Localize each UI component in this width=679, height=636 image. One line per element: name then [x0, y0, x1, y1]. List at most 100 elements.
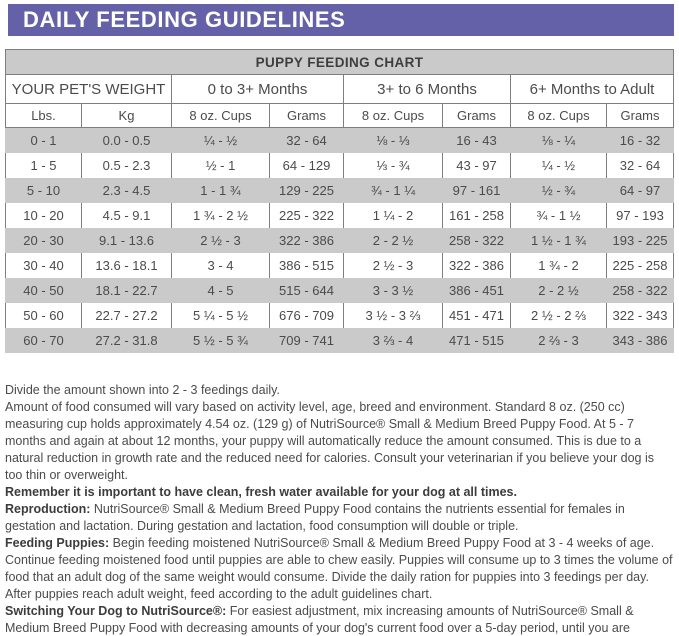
table-cell: ⅓ - ¾: [343, 153, 442, 178]
table-cell: 161 - 258: [442, 203, 510, 228]
col-header-grams-2: Grams: [442, 104, 510, 128]
table-cell: ¼ - ½: [510, 153, 606, 178]
table-cell: ⅛ - ⅓: [343, 128, 442, 153]
table-cell: 20 - 30: [5, 228, 81, 253]
note-amount-varies: Amount of food consumed will vary based …: [5, 400, 654, 482]
col-header-cups-2: 8 oz. Cups: [343, 104, 442, 128]
sub-header-row: Lbs. Kg 8 oz. Cups Grams 8 oz. Cups Gram…: [5, 104, 674, 128]
table-cell: 2 - 2 ½: [343, 228, 442, 253]
table-cell: 676 - 709: [269, 303, 343, 328]
table-cell: 471 - 515: [442, 328, 510, 353]
table-cell: 1 ¾ - 2: [510, 253, 606, 278]
table-cell: 40 - 50: [5, 278, 81, 303]
table-cell: 451 - 471: [442, 303, 510, 328]
table-cell: 0 - 1: [5, 128, 81, 153]
table-cell: 5 ½ - 5 ¾: [171, 328, 269, 353]
table-cell: 1 ¾ - 2 ½: [171, 203, 269, 228]
table-cell: 2 ½ - 2 ⅔: [510, 303, 606, 328]
table-cell: 709 - 741: [269, 328, 343, 353]
chart-title-row: PUPPY FEEDING CHART: [5, 49, 674, 75]
column-group-row: YOUR PET'S WEIGHT 0 to 3+ Months 3+ to 6…: [5, 75, 674, 104]
table-cell: 322 - 343: [606, 303, 674, 328]
table-cell: 343 - 386: [606, 328, 674, 353]
table-cell: ¼ - ½: [171, 128, 269, 153]
col-header-kg: Kg: [81, 104, 171, 128]
puppy-feeding-table: PUPPY FEEDING CHART YOUR PET'S WEIGHT 0 …: [5, 49, 674, 353]
col-header-cups-3: 8 oz. Cups: [510, 104, 606, 128]
table-row: 60 - 70 27.2 - 31.8 5 ½ - 5 ¾ 709 - 741 3 ⅔ …: [5, 328, 674, 353]
table-cell: 1 ½ - 1 ¾: [510, 228, 606, 253]
table-cell: 64 - 129: [269, 153, 343, 178]
table-cell: 5 - 10: [5, 178, 81, 203]
table-cell: 2 ½ - 3: [343, 253, 442, 278]
col-header-grams-1: Grams: [269, 104, 343, 128]
table-cell: 129 - 225: [269, 178, 343, 203]
col-group-3-6-months: 3+ to 6 Months: [343, 75, 510, 104]
table-cell: 4.5 - 9.1: [81, 203, 171, 228]
col-header-lbs: Lbs.: [5, 104, 81, 128]
table-cell: ¾ - 1 ¼: [343, 178, 442, 203]
table-cell: 258 - 322: [606, 278, 674, 303]
table-cell: 10 - 20: [5, 203, 81, 228]
table-row: 5 - 10 2.3 - 4.5 1 - 1 ¾ 129 - 225 ¾ - 1 ¼ 97…: [5, 178, 674, 203]
note-feeding-puppies: Feeding Puppies: Begin feeding moistened…: [5, 536, 673, 601]
note-switching: Switching Your Dog to NutriSource®: For …: [5, 604, 634, 635]
table-cell: 225 - 258: [606, 253, 674, 278]
table-cell: 4 - 5: [171, 278, 269, 303]
table-cell: 32 - 64: [269, 128, 343, 153]
table-cell: ½ - 1: [171, 153, 269, 178]
col-header-cups-1: 8 oz. Cups: [171, 104, 269, 128]
table-cell: 386 - 451: [442, 278, 510, 303]
table-cell: ¾ - 1 ½: [510, 203, 606, 228]
chart-title: PUPPY FEEDING CHART: [5, 49, 674, 75]
table-cell: 2 ½ - 3: [171, 228, 269, 253]
feeding-notes: Divide the amount shown into 2 - 3 feedi…: [5, 382, 674, 636]
table-cell: 258 - 322: [442, 228, 510, 253]
table-cell: 97 - 161: [442, 178, 510, 203]
table-cell: 386 - 515: [269, 253, 343, 278]
table-cell: 1 ¼ - 2: [343, 203, 442, 228]
table-cell: 0.0 - 0.5: [81, 128, 171, 153]
table-cell: 2 ⅔ - 3: [510, 328, 606, 353]
table-cell: 43 - 97: [442, 153, 510, 178]
table-cell: 322 - 386: [442, 253, 510, 278]
table-cell: 2 - 2 ½: [510, 278, 606, 303]
table-cell: 1 - 1 ¾: [171, 178, 269, 203]
table-cell: 60 - 70: [5, 328, 81, 353]
table-cell: 18.1 - 22.7: [81, 278, 171, 303]
page-title-bar: DAILY FEEDING GUIDELINES: [8, 4, 674, 36]
col-group-0-3-months: 0 to 3+ Months: [171, 75, 343, 104]
table-cell: 32 - 64: [606, 153, 674, 178]
table-cell: 2.3 - 4.5: [81, 178, 171, 203]
note-fresh-water: Remember it is important to have clean, …: [5, 485, 517, 499]
table-cell: 16 - 43: [442, 128, 510, 153]
table-cell: 5 ¼ - 5 ½: [171, 303, 269, 328]
table-cell: 3 - 3 ½: [343, 278, 442, 303]
col-header-grams-3: Grams: [606, 104, 674, 128]
table-row: 50 - 60 22.7 - 27.2 5 ¼ - 5 ½ 676 - 709 3 ½ …: [5, 303, 674, 328]
table-cell: 30 - 40: [5, 253, 81, 278]
table-cell: 50 - 60: [5, 303, 81, 328]
table-row: 20 - 30 9.1 - 13.6 2 ½ - 3 322 - 386 2 - 2 ½…: [5, 228, 674, 253]
feeding-table-body: 0 - 1 0.0 - 0.5 ¼ - ½ 32 - 64 ⅛ - ⅓ 16 - 43 ⅛ …: [5, 128, 674, 353]
table-cell: 27.2 - 31.8: [81, 328, 171, 353]
table-row: 0 - 1 0.0 - 0.5 ¼ - ½ 32 - 64 ⅛ - ⅓ 16 - 43 ⅛ …: [5, 128, 674, 153]
table-cell: ⅛ - ¼: [510, 128, 606, 153]
table-cell: 515 - 644: [269, 278, 343, 303]
table-cell: 193 - 225: [606, 228, 674, 253]
table-cell: 3 - 4: [171, 253, 269, 278]
note-reproduction: Reproduction: NutriSource® Small & Mediu…: [5, 502, 625, 533]
col-group-pet-weight: YOUR PET'S WEIGHT: [5, 75, 171, 104]
table-cell: 22.7 - 27.2: [81, 303, 171, 328]
table-cell: 1 - 5: [5, 153, 81, 178]
note-divide-feedings: Divide the amount shown into 2 - 3 feedi…: [5, 383, 280, 397]
table-row: 1 - 5 0.5 - 2.3 ½ - 1 64 - 129 ⅓ - ¾ 43 - 97 ¼…: [5, 153, 674, 178]
table-cell: 322 - 386: [269, 228, 343, 253]
table-cell: 0.5 - 2.3: [81, 153, 171, 178]
table-cell: ½ - ¾: [510, 178, 606, 203]
table-cell: 64 - 97: [606, 178, 674, 203]
table-cell: 3 ½ - 3 ⅔: [343, 303, 442, 328]
